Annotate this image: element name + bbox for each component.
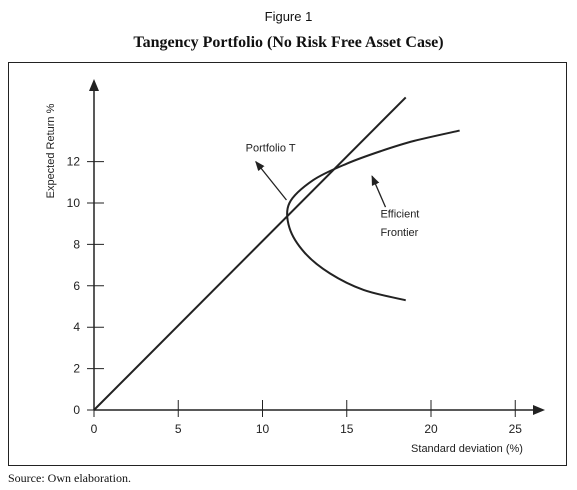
chart-title: Tangency Portfolio (No Risk Free Asset C… bbox=[133, 34, 444, 51]
x-axis-arrow bbox=[533, 405, 545, 415]
portfolio-t-arrow bbox=[255, 160, 287, 201]
y-tick-label: 6 bbox=[73, 279, 80, 293]
y-tick-label: 12 bbox=[67, 155, 81, 169]
x-tick-label: 25 bbox=[509, 422, 523, 436]
annotations-group: Portfolio T Efficient Frontier bbox=[246, 142, 420, 239]
y-tick-label: 8 bbox=[73, 237, 80, 251]
x-tick-label: 15 bbox=[340, 422, 354, 436]
y-tick-label: 0 bbox=[73, 403, 80, 417]
x-axis-label: Standard deviation (%) bbox=[411, 443, 523, 455]
chart-plot: 0 5 10 15 20 25 0 2 4 6 8 10 12 Standard deviation (… bbox=[45, 79, 545, 455]
y-tick-label: 4 bbox=[73, 320, 80, 334]
x-tick-label: 10 bbox=[256, 422, 270, 436]
source-note: Source: Own elaboration. bbox=[8, 471, 131, 485]
frontier-arrow bbox=[371, 175, 387, 208]
y-tick-label: 10 bbox=[67, 196, 81, 210]
x-tick-label: 0 bbox=[91, 422, 98, 436]
chart-frame: 0 5 10 15 20 25 0 2 4 6 8 10 12 Standard deviation (… bbox=[8, 62, 567, 466]
figure-label: Figure 1 bbox=[264, 9, 313, 24]
annotation-label: Frontier bbox=[380, 227, 418, 239]
annotation-label: Efficient bbox=[380, 208, 419, 220]
tangent-line bbox=[93, 96, 407, 411]
series-group bbox=[93, 96, 460, 411]
x-tick-label: 20 bbox=[424, 422, 438, 436]
ticks: 0 5 10 15 20 25 0 2 4 6 8 10 12 bbox=[67, 155, 523, 436]
y-tick-label: 2 bbox=[73, 362, 80, 376]
axes bbox=[89, 79, 545, 415]
x-tick-label: 5 bbox=[175, 422, 182, 436]
y-axis-arrow bbox=[89, 79, 99, 91]
efficient-frontier-curve bbox=[286, 129, 460, 302]
y-axis-label: Expected Return % bbox=[45, 103, 57, 198]
annotation-label: Portfolio T bbox=[246, 142, 296, 154]
